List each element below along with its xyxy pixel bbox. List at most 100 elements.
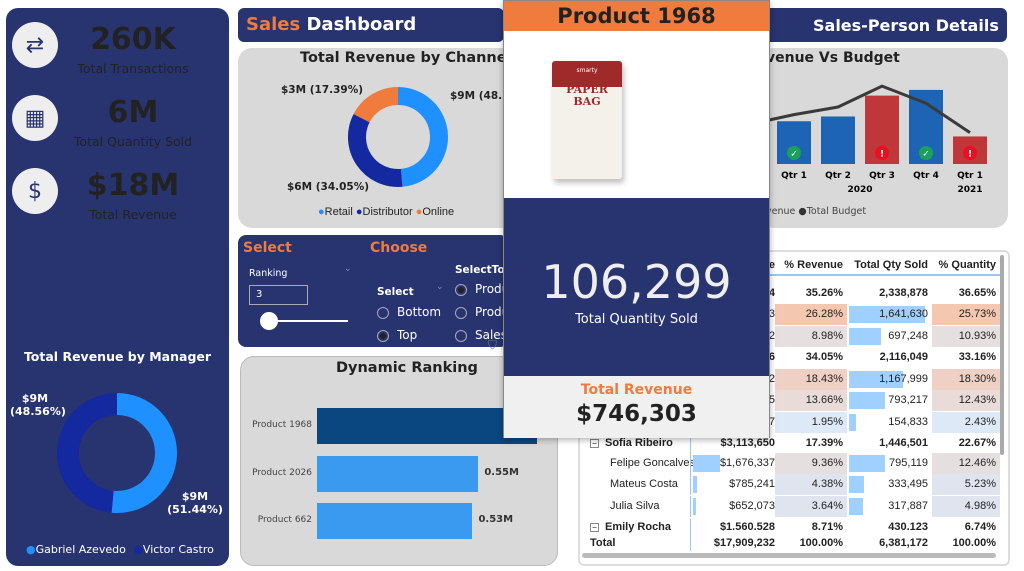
table-row[interactable]: 3 26.28% 1,641,630 25.73% xyxy=(582,304,1002,325)
donut-slice[interactable] xyxy=(397,87,448,187)
quarter-label: Qtr 1 xyxy=(781,171,807,181)
radio-button[interactable] xyxy=(455,329,467,342)
ranking-bar[interactable] xyxy=(317,456,479,492)
table-row[interactable]: 4 35.26% 2,338,878 36.65% xyxy=(582,283,1002,304)
legend-label: Victor Castro xyxy=(142,543,214,556)
cell-value: 3 xyxy=(768,308,775,320)
table-row[interactable]: Mateus Costa $785,241 4.38% 333,495 5.23% xyxy=(582,474,1002,495)
quarter-label: Qtr 1 xyxy=(957,171,983,181)
pct-revenue-cell: 13.66% xyxy=(775,390,847,411)
to-option-2[interactable]: Produ xyxy=(455,305,503,319)
donut-slice[interactable] xyxy=(348,114,403,187)
label-pct: (51.44%) xyxy=(167,503,223,516)
popup-header: Product 1968 xyxy=(557,4,716,28)
option-top[interactable]: Top xyxy=(377,328,417,342)
column-header[interactable]: Total Qty Sold xyxy=(854,259,928,271)
column-header[interactable]: e xyxy=(768,259,775,271)
money-hand-icon: $ xyxy=(12,168,58,214)
donut-slice[interactable] xyxy=(353,87,399,123)
pct-qty-cell: 18.30% xyxy=(932,369,1000,390)
radio-button[interactable] xyxy=(455,283,467,296)
chevron-down-icon[interactable]: ⌄ xyxy=(436,282,444,292)
table-row[interactable]: Total $17,909,232 100.00% 6,381,172 100.00% xyxy=(582,535,1002,551)
channel-chart-title: Total Revenue by Channel xyxy=(300,50,512,66)
cell-value: $652,073 xyxy=(729,500,775,512)
qty-label: Total Quantity Sold xyxy=(575,312,698,327)
pct-qty-cell: 100.00% xyxy=(952,537,996,549)
kpi-label: Total Transactions xyxy=(77,61,189,76)
qty-section: 106,299 Total Quantity Sold xyxy=(504,198,769,376)
category-label: Product 662 xyxy=(257,515,312,525)
pct-revenue-cell: 1.95% xyxy=(775,412,847,433)
collapse-icon[interactable]: − xyxy=(590,523,599,532)
table-row[interactable]: Felipe Goncalves $1,676,337 9.36% 795,119 12… xyxy=(582,453,1002,474)
table-row[interactable]: 2 8.98% 697,248 10.93% xyxy=(582,326,1002,347)
radio-button[interactable] xyxy=(377,306,389,319)
slider-handle[interactable] xyxy=(260,312,278,330)
pct-revenue-cell: 26.28% xyxy=(775,304,847,325)
pct-revenue-cell: 35.26% xyxy=(805,287,843,299)
label-distributor: $6M (34.05%) xyxy=(287,181,370,193)
revenue-section: Total Revenue $746,303 xyxy=(504,376,769,438)
table-row[interactable]: 2 18.43% 1,167,999 18.30% xyxy=(582,369,1002,390)
ranking-input[interactable]: 3 xyxy=(249,285,308,305)
cell-value: 317,887 xyxy=(888,500,928,512)
data-bar xyxy=(849,498,864,515)
column-header[interactable]: % Revenue xyxy=(784,259,843,271)
sales-person-header: Sales-Person Details xyxy=(770,8,1007,42)
to-option-1[interactable]: Produ xyxy=(455,282,503,296)
legend-label: Gabriel Azevedo xyxy=(35,543,126,556)
chevron-down-icon[interactable]: ⌄ xyxy=(344,264,352,274)
donut-slice[interactable] xyxy=(111,393,177,513)
channel-legend: ●Retail ●Distributor ●Online xyxy=(318,206,454,218)
donut-slice[interactable] xyxy=(57,393,118,513)
legend-label: Distributor xyxy=(362,206,413,218)
kpi-value: 6M xyxy=(107,95,159,130)
collapse-icon[interactable]: − xyxy=(590,439,599,448)
horizontal-scrollbar[interactable] xyxy=(582,553,996,558)
cell-value: 795,119 xyxy=(889,457,928,469)
table-row[interactable]: 7 1.95% 154,833 2.43% xyxy=(582,412,1002,433)
revenue-cell: $3,113,650 xyxy=(690,433,775,454)
legend-dot-icon: ● xyxy=(798,206,807,217)
table-row[interactable]: 5 13.66% 793,217 12.43% xyxy=(582,390,1002,411)
table-row[interactable]: − Sofia Ribeiro $3,113,650 17.39% 1,446,501 2… xyxy=(582,433,1002,454)
cell-value: 2 xyxy=(768,330,775,342)
qty-cell: 333,495 xyxy=(847,474,932,495)
cell-value: $1.560.528 xyxy=(719,521,775,533)
name-label: Felipe Goncalves xyxy=(610,457,695,469)
alert-icon xyxy=(963,146,977,160)
name-label: Mateus Costa xyxy=(610,478,678,490)
product-image: smarty PAPER BAG xyxy=(504,31,769,198)
table-row[interactable]: Julia Silva $652,073 3.64% 317,887 4.98% xyxy=(582,496,1002,517)
cell-value: 430.123 xyxy=(888,521,928,533)
dashboard-header: Sales Dashboard xyxy=(238,8,504,42)
revenue-label: Total Revenue xyxy=(580,382,693,398)
vertical-scrollbar[interactable] xyxy=(1000,255,1004,455)
cell-value: 4 xyxy=(768,287,775,299)
status-glyph: ✓ xyxy=(922,150,930,160)
pct-qty-cell: 25.73% xyxy=(932,304,1000,325)
pct-qty-cell: 2.43% xyxy=(932,412,1000,433)
filter-icon[interactable]: ⛉ xyxy=(488,338,498,352)
radio-button[interactable] xyxy=(377,329,389,342)
ranking-bar[interactable] xyxy=(317,503,473,539)
to-option-3[interactable]: Sales xyxy=(455,328,503,342)
shield-check-icon xyxy=(787,146,801,160)
revenue-bar[interactable] xyxy=(821,116,855,165)
cell-value: $785,241 xyxy=(729,478,775,490)
legend-dot-icon: ● xyxy=(415,206,423,218)
table-row[interactable]: 6 34.05% 2,116,049 33.16% xyxy=(582,347,1002,368)
cell-value: 7 xyxy=(768,416,775,428)
table-row[interactable]: − Emily Rocha $1.560.528 8.71% 430.123 6.74% xyxy=(582,519,1002,535)
radio-button[interactable] xyxy=(455,306,467,319)
data-bar xyxy=(849,306,925,323)
option-bottom[interactable]: Bottom xyxy=(377,305,441,319)
pct-qty-cell: 33.16% xyxy=(958,351,996,363)
budget-line[interactable] xyxy=(760,84,971,134)
ranking-slider[interactable] xyxy=(262,320,348,322)
data-bar xyxy=(849,414,856,431)
column-header[interactable]: % Quantity xyxy=(938,259,996,271)
ranking-bar[interactable] xyxy=(317,408,537,444)
boxes-hand-icon: ▦ xyxy=(12,95,58,141)
